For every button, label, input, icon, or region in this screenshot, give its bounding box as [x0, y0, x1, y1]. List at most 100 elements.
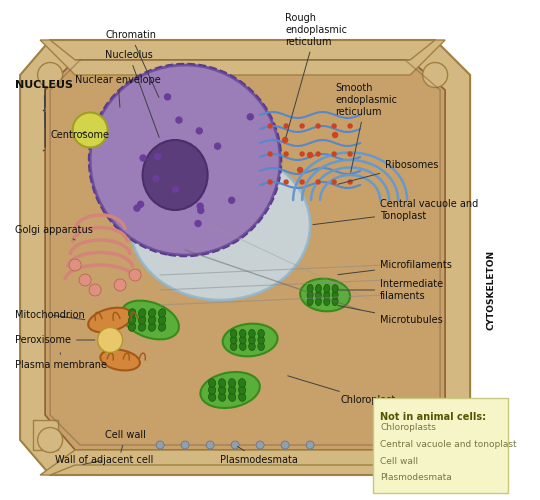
Ellipse shape: [158, 308, 166, 318]
Ellipse shape: [307, 284, 313, 292]
Ellipse shape: [332, 284, 338, 292]
Text: Centrosome: Centrosome: [50, 130, 109, 140]
Text: Chromatin: Chromatin: [105, 30, 159, 98]
Text: Chloroplasts: Chloroplasts: [380, 424, 436, 432]
Ellipse shape: [315, 284, 321, 292]
Ellipse shape: [88, 308, 132, 332]
Ellipse shape: [248, 330, 255, 338]
Circle shape: [198, 208, 204, 214]
Circle shape: [298, 168, 302, 172]
Ellipse shape: [230, 336, 237, 344]
Circle shape: [284, 180, 288, 184]
Text: Cell wall: Cell wall: [105, 430, 146, 452]
Circle shape: [308, 152, 313, 158]
Ellipse shape: [315, 291, 321, 299]
Circle shape: [154, 154, 161, 160]
Circle shape: [348, 180, 352, 184]
Circle shape: [268, 152, 272, 156]
FancyBboxPatch shape: [433, 420, 457, 450]
Circle shape: [134, 205, 140, 211]
Ellipse shape: [122, 300, 179, 340]
Ellipse shape: [90, 65, 280, 255]
Text: Central vacuole and tonoplast: Central vacuole and tonoplast: [380, 440, 517, 449]
Ellipse shape: [219, 386, 226, 394]
Text: Peroxisome: Peroxisome: [15, 335, 95, 345]
Circle shape: [153, 176, 159, 182]
Ellipse shape: [148, 308, 156, 318]
Circle shape: [176, 117, 182, 123]
Circle shape: [72, 112, 107, 148]
Ellipse shape: [239, 392, 246, 402]
Ellipse shape: [239, 336, 246, 344]
Circle shape: [214, 143, 221, 149]
Ellipse shape: [138, 316, 146, 324]
Circle shape: [316, 152, 320, 156]
Circle shape: [140, 155, 146, 161]
Circle shape: [228, 198, 235, 203]
Circle shape: [333, 132, 338, 138]
Circle shape: [195, 220, 201, 226]
Circle shape: [79, 274, 91, 286]
Ellipse shape: [324, 298, 330, 306]
Ellipse shape: [129, 322, 136, 332]
Ellipse shape: [219, 392, 226, 402]
Circle shape: [332, 152, 336, 156]
Circle shape: [316, 124, 320, 128]
Circle shape: [38, 62, 63, 88]
Circle shape: [268, 124, 272, 128]
Ellipse shape: [148, 316, 156, 324]
Ellipse shape: [129, 316, 136, 324]
Circle shape: [268, 180, 272, 184]
Circle shape: [300, 124, 304, 128]
Ellipse shape: [324, 284, 330, 292]
Circle shape: [181, 441, 189, 449]
Ellipse shape: [129, 308, 136, 318]
Circle shape: [332, 180, 336, 184]
Ellipse shape: [248, 342, 255, 350]
FancyBboxPatch shape: [32, 420, 58, 450]
Circle shape: [165, 94, 171, 100]
Ellipse shape: [239, 378, 246, 388]
Ellipse shape: [228, 386, 236, 394]
Ellipse shape: [130, 150, 310, 300]
Circle shape: [89, 284, 101, 296]
Circle shape: [69, 259, 81, 271]
Ellipse shape: [239, 342, 246, 350]
Ellipse shape: [158, 322, 166, 332]
Ellipse shape: [315, 298, 321, 306]
Circle shape: [300, 152, 304, 156]
Ellipse shape: [307, 298, 313, 306]
Circle shape: [316, 180, 320, 184]
Circle shape: [281, 441, 289, 449]
Ellipse shape: [258, 336, 265, 344]
Ellipse shape: [248, 336, 255, 344]
Text: Microfilaments: Microfilaments: [338, 260, 452, 274]
Text: CYTOSKELETON: CYTOSKELETON: [486, 250, 495, 330]
Circle shape: [247, 114, 253, 120]
Ellipse shape: [100, 350, 140, 370]
Text: Rough
endoplasmic
reticulum: Rough endoplasmic reticulum: [285, 14, 347, 138]
Circle shape: [256, 441, 264, 449]
Ellipse shape: [148, 322, 156, 332]
Text: Microtubules: Microtubules: [338, 306, 443, 325]
Text: Chloroplast: Chloroplast: [288, 376, 395, 405]
Ellipse shape: [228, 392, 236, 402]
Ellipse shape: [158, 316, 166, 324]
Text: Intermediate
filaments: Intermediate filaments: [338, 279, 443, 301]
Text: NUCLEUS: NUCLEUS: [15, 80, 73, 127]
Ellipse shape: [208, 386, 216, 394]
Text: Nucleolus: Nucleolus: [105, 50, 159, 138]
Circle shape: [284, 124, 288, 128]
Ellipse shape: [222, 324, 278, 356]
Circle shape: [348, 152, 352, 156]
Ellipse shape: [307, 291, 313, 299]
Circle shape: [231, 441, 239, 449]
Text: Plasmodesmata: Plasmodesmata: [380, 473, 452, 482]
Ellipse shape: [138, 308, 146, 318]
Ellipse shape: [230, 330, 237, 338]
Circle shape: [38, 428, 63, 452]
Text: Central vacuole and
Tonoplast: Central vacuole and Tonoplast: [313, 199, 478, 224]
Ellipse shape: [208, 392, 216, 402]
Ellipse shape: [332, 291, 338, 299]
Ellipse shape: [208, 378, 216, 388]
